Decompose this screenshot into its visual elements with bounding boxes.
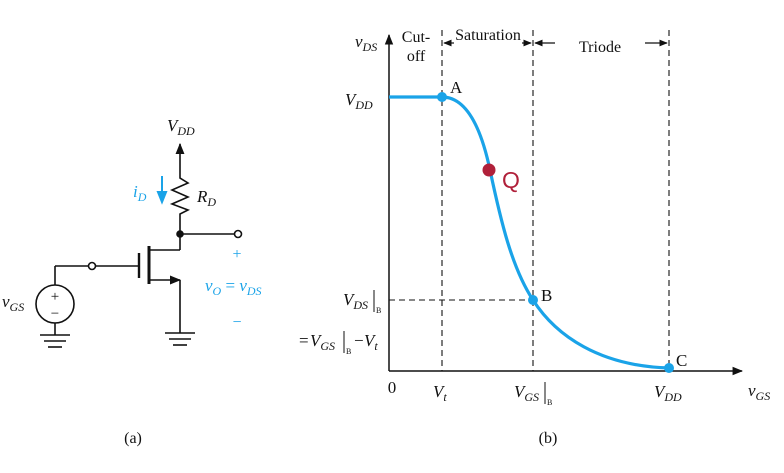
svg-text:VDS: VDS	[343, 290, 368, 312]
transfer-curve	[389, 95, 670, 370]
cutoff-label-line1: Cut-	[402, 29, 430, 46]
svg-text:B: B	[547, 398, 552, 407]
vo-label: vO = vDS	[205, 276, 262, 298]
vgs-source-minus: −	[51, 306, 59, 322]
point-b-label: B	[541, 286, 552, 305]
triode-label: Triode	[579, 39, 621, 56]
y-label-equation: = VGS B − Vt	[299, 331, 378, 356]
y-axis-label: vDS	[355, 32, 377, 54]
caption-b: (b)	[539, 430, 558, 447]
ground-icon-left	[40, 334, 70, 348]
point-c-label: C	[676, 351, 687, 370]
y-label-vdsb: VDS B	[343, 290, 381, 315]
point-b-marker	[528, 295, 538, 305]
x-label-vdd: VDD	[654, 382, 682, 404]
x-label-vgsb: VGS B	[514, 382, 552, 407]
vdd-label: VDD	[167, 116, 195, 138]
svg-text:B: B	[376, 306, 381, 315]
id-label: iD	[133, 182, 147, 204]
point-c-marker	[664, 363, 674, 373]
vgs-label: vGS	[2, 292, 24, 314]
caption-a: (a)	[124, 430, 142, 447]
output-terminal	[233, 229, 243, 239]
point-q-label: Q	[502, 167, 520, 193]
y-label-vdd: VDD	[345, 90, 373, 112]
x-label-vt: Vt	[433, 382, 447, 404]
circuit-schematic	[35, 142, 243, 348]
rd-label: RD	[196, 187, 216, 209]
ground-icon-right	[165, 332, 195, 346]
point-a-label: A	[450, 78, 463, 97]
svg-text:Vt: Vt	[364, 331, 378, 353]
output-plus: +	[232, 246, 241, 263]
origin-label: 0	[388, 378, 397, 397]
svg-text:VGS: VGS	[310, 331, 335, 353]
cutoff-label-line2: off	[407, 48, 426, 65]
saturation-label: Saturation	[455, 27, 521, 44]
point-q-marker	[482, 163, 496, 177]
svg-text:=: =	[299, 331, 309, 350]
svg-text:B: B	[346, 347, 351, 356]
svg-text:−: −	[354, 331, 364, 350]
output-minus: −	[232, 314, 241, 331]
point-a-marker	[437, 92, 447, 102]
svg-text:VGS: VGS	[514, 382, 539, 404]
gate-terminal	[87, 261, 97, 271]
rd-resistor	[169, 172, 190, 234]
vgs-source-plus: +	[51, 289, 59, 305]
x-axis-label: vGS	[748, 381, 770, 403]
